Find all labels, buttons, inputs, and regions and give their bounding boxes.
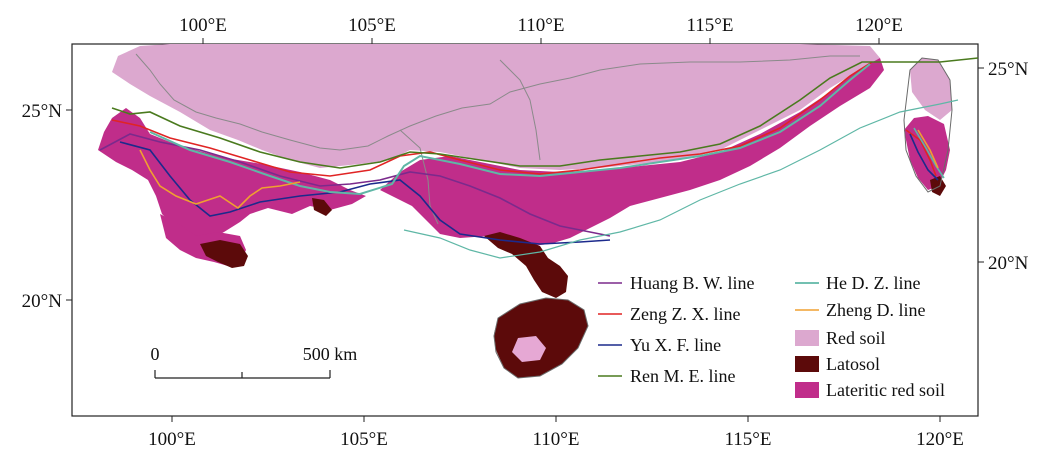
zheng-d-line bbox=[139, 149, 301, 210]
axis-ticks bbox=[66, 38, 984, 422]
legend-item-red-soil: Red soil bbox=[795, 328, 886, 348]
left-tick-label: 20°N bbox=[22, 291, 63, 312]
legend-label: Red soil bbox=[826, 328, 886, 348]
legend: Huang B. W. line Zeng Z. X. line Yu X. F… bbox=[598, 273, 945, 400]
top-axis-labels: 100°E 105°E 110°E 115°E 120°E bbox=[179, 15, 903, 36]
right-tick-label: 20°N bbox=[988, 253, 1029, 274]
legend-label: He D. Z. line bbox=[826, 273, 920, 293]
legend-label: Latosol bbox=[826, 354, 880, 374]
top-tick-label: 105°E bbox=[348, 15, 396, 36]
legend-item-latosol: Latosol bbox=[795, 354, 880, 374]
latosol-area bbox=[200, 176, 946, 378]
top-tick-label: 110°E bbox=[518, 15, 565, 36]
legend-item-huang: Huang B. W. line bbox=[598, 273, 755, 293]
right-tick-label: 25°N bbox=[988, 59, 1029, 80]
legend-label: Huang B. W. line bbox=[630, 273, 755, 293]
legend-item-lateritic-red-soil: Lateritic red soil bbox=[795, 380, 945, 400]
taiwan-lines-4 bbox=[917, 129, 939, 169]
legend-item-zeng: Zeng Z. X. line bbox=[598, 304, 740, 324]
top-tick-label: 100°E bbox=[179, 15, 227, 36]
bottom-tick-label: 115°E bbox=[725, 429, 772, 450]
top-tick-label: 115°E bbox=[687, 15, 734, 36]
legend-label: Zeng Z. X. line bbox=[630, 304, 740, 324]
legend-swatch bbox=[795, 356, 819, 372]
he-dz-line-south bbox=[403, 99, 959, 259]
right-axis-labels: 25°N 20°N bbox=[988, 59, 1029, 274]
legend-swatch bbox=[795, 382, 819, 398]
scale-bar-end-label: 500 km bbox=[303, 344, 358, 364]
legend-label: Zheng D. line bbox=[826, 300, 925, 320]
huang-bw-line bbox=[99, 133, 611, 237]
legend-label: Yu X. F. line bbox=[630, 335, 721, 355]
bottom-tick-label: 120°E bbox=[916, 429, 964, 450]
taiwan-lines-2 bbox=[909, 133, 939, 181]
legend-label: Lateritic red soil bbox=[826, 380, 945, 400]
scale-bar-start-label: 0 bbox=[151, 344, 160, 364]
bottom-axis-labels: 100°E 105°E 110°E 115°E 120°E bbox=[148, 429, 964, 450]
bottom-tick-label: 100°E bbox=[148, 429, 196, 450]
he-dz-line bbox=[149, 63, 871, 196]
legend-item-yu: Yu X. F. line bbox=[598, 335, 721, 355]
scale-bar: 0 500 km bbox=[151, 344, 358, 379]
left-tick-label: 25°N bbox=[22, 101, 63, 122]
bottom-tick-label: 105°E bbox=[340, 429, 388, 450]
legend-swatch bbox=[795, 330, 819, 346]
hainan-interior-red-soil bbox=[512, 336, 546, 362]
top-tick-label: 120°E bbox=[855, 15, 903, 36]
bottom-tick-label: 110°E bbox=[533, 429, 580, 450]
yu-xf-line bbox=[119, 141, 611, 245]
legend-item-he: He D. Z. line bbox=[795, 273, 920, 293]
boundary-lines bbox=[135, 53, 953, 379]
ren-me-line bbox=[111, 57, 979, 169]
zeng-zx-line bbox=[111, 61, 873, 177]
taiwan-lines-1 bbox=[905, 129, 937, 177]
legend-label: Ren M. E. line bbox=[630, 366, 736, 386]
taiwan-lines-3 bbox=[913, 127, 945, 179]
legend-item-zheng: Zheng D. line bbox=[795, 300, 925, 320]
boundary-line-series bbox=[99, 57, 979, 259]
left-axis-labels: 25°N 20°N bbox=[22, 101, 63, 312]
legend-item-ren: Ren M. E. line bbox=[598, 366, 736, 386]
